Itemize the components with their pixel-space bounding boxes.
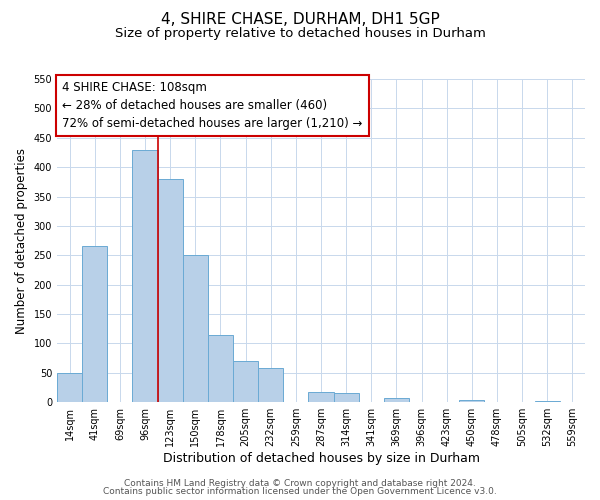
Text: Contains HM Land Registry data © Crown copyright and database right 2024.: Contains HM Land Registry data © Crown c… [124, 478, 476, 488]
Bar [82, 246, 107, 402]
Bar [308, 392, 334, 402]
Y-axis label: Number of detached properties: Number of detached properties [15, 148, 28, 334]
Bar [57, 373, 82, 402]
Text: 4 SHIRE CHASE: 108sqm
← 28% of detached houses are smaller (460)
72% of semi-det: 4 SHIRE CHASE: 108sqm ← 28% of detached … [62, 80, 362, 130]
Bar [158, 179, 183, 402]
Bar [535, 401, 560, 402]
Bar [258, 368, 283, 402]
Bar [183, 256, 208, 402]
Bar [133, 150, 158, 402]
Text: Contains public sector information licensed under the Open Government Licence v3: Contains public sector information licen… [103, 487, 497, 496]
Bar [459, 400, 484, 402]
Text: 4, SHIRE CHASE, DURHAM, DH1 5GP: 4, SHIRE CHASE, DURHAM, DH1 5GP [161, 12, 439, 28]
Bar [334, 394, 359, 402]
X-axis label: Distribution of detached houses by size in Durham: Distribution of detached houses by size … [163, 452, 479, 465]
Text: Size of property relative to detached houses in Durham: Size of property relative to detached ho… [115, 28, 485, 40]
Bar [208, 334, 233, 402]
Bar [233, 361, 258, 402]
Bar [384, 398, 409, 402]
